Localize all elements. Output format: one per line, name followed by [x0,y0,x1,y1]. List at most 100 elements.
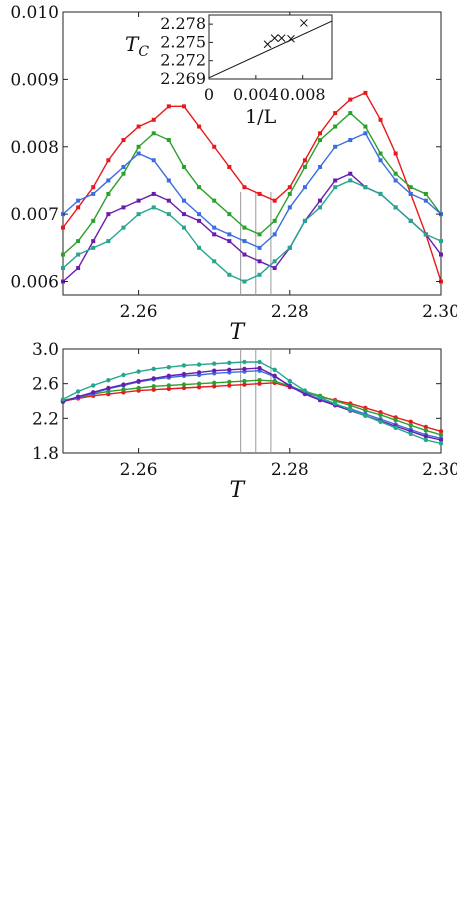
data-point [272,378,277,384]
data-point [393,178,398,183]
data-point [181,198,186,203]
data-point [272,266,277,271]
data-point [302,218,307,223]
data-point [423,424,429,430]
data-point [363,185,368,190]
x-tick-label: 2.30 [422,460,457,480]
inset-y-tick-label: 2.275 [160,32,206,51]
data-point [151,131,156,136]
data-point [318,198,323,203]
data-point [408,423,413,428]
inset-data-point [300,19,308,27]
data-point [166,212,171,217]
top-panel: 2.26 2.28 2.30 0.006 0.007 0.008 0.009 0.010 T [10,3,457,345]
x-tick-label: 2.26 [120,302,158,322]
data-point [423,434,429,439]
data-point [76,205,81,210]
data-point [91,390,96,395]
data-point [257,365,262,371]
data-point [378,412,383,418]
plot-frame [62,348,442,454]
data-point [91,239,96,244]
data-point [227,383,232,388]
series-line [62,132,442,249]
inset-data-point [287,34,295,43]
inset-x-axis-label: 1/L [245,106,276,128]
data-point [227,232,232,237]
data-point [423,428,429,433]
data-point [257,259,262,264]
data-point [121,387,126,392]
data-point [348,403,353,408]
data-point [106,212,111,217]
data-point [212,361,217,366]
data-point [212,368,217,373]
x-tick-label: 2.28 [271,460,309,480]
data-point [212,384,217,389]
data-point [151,117,156,122]
series-line [62,379,442,436]
inset-data-point [270,34,279,43]
data-point [438,432,444,437]
data-point [439,239,443,244]
data-point [318,138,323,143]
data-point [181,104,186,109]
data-point [242,359,247,365]
data-point [348,178,353,183]
x-axis-label: T [230,478,247,503]
data-point [272,367,277,372]
series-line [62,179,442,283]
data-point [318,205,323,210]
data-point [151,387,156,392]
data-point [408,431,413,437]
data-point [106,191,111,196]
x-tick-label: 2.28 [271,302,309,322]
data-point [197,245,202,250]
data-point [151,384,156,389]
data-point [151,191,156,196]
data-point [287,378,292,384]
data-point [257,245,262,250]
data-point [197,218,202,223]
data-point [61,266,65,271]
data-point [136,212,141,217]
data-point [287,245,292,250]
data-point [438,429,444,434]
y-tick-label: 0.010 [10,3,59,23]
data-point [76,252,81,257]
data-point [151,205,156,210]
data-point [181,212,186,217]
data-point [332,401,338,406]
y-tick-label: 1.8 [32,444,59,464]
data-point [166,365,172,370]
data-point [302,388,308,393]
y-tick-label: 0.006 [10,273,59,293]
data-point [333,111,338,116]
inset-y-tick-label: 2.269 [160,69,206,88]
data-point [363,131,368,136]
data-point [106,385,111,391]
series-line [62,361,442,445]
y-tick-label: 0.007 [10,205,59,225]
data-point [212,225,217,230]
inset-data-point [277,34,286,43]
series-line [62,91,442,282]
inset-data-point [263,40,272,49]
series-line [62,382,442,433]
y-tick-label: 3.0 [32,340,59,360]
data-point [287,191,292,196]
data-point [76,266,81,271]
inset-y-axis-label: TC [125,32,149,60]
data-point [393,151,398,156]
data-point [227,367,232,372]
plot-frame [62,11,442,296]
data-point [257,381,262,386]
data-point [136,385,141,391]
data-point [136,378,141,384]
data-point [136,369,141,374]
y-tick-label: 2.6 [32,375,59,395]
data-point [181,371,187,377]
y-tick-label: 2.2 [32,409,59,429]
data-point [196,384,202,390]
data-point [363,90,368,95]
